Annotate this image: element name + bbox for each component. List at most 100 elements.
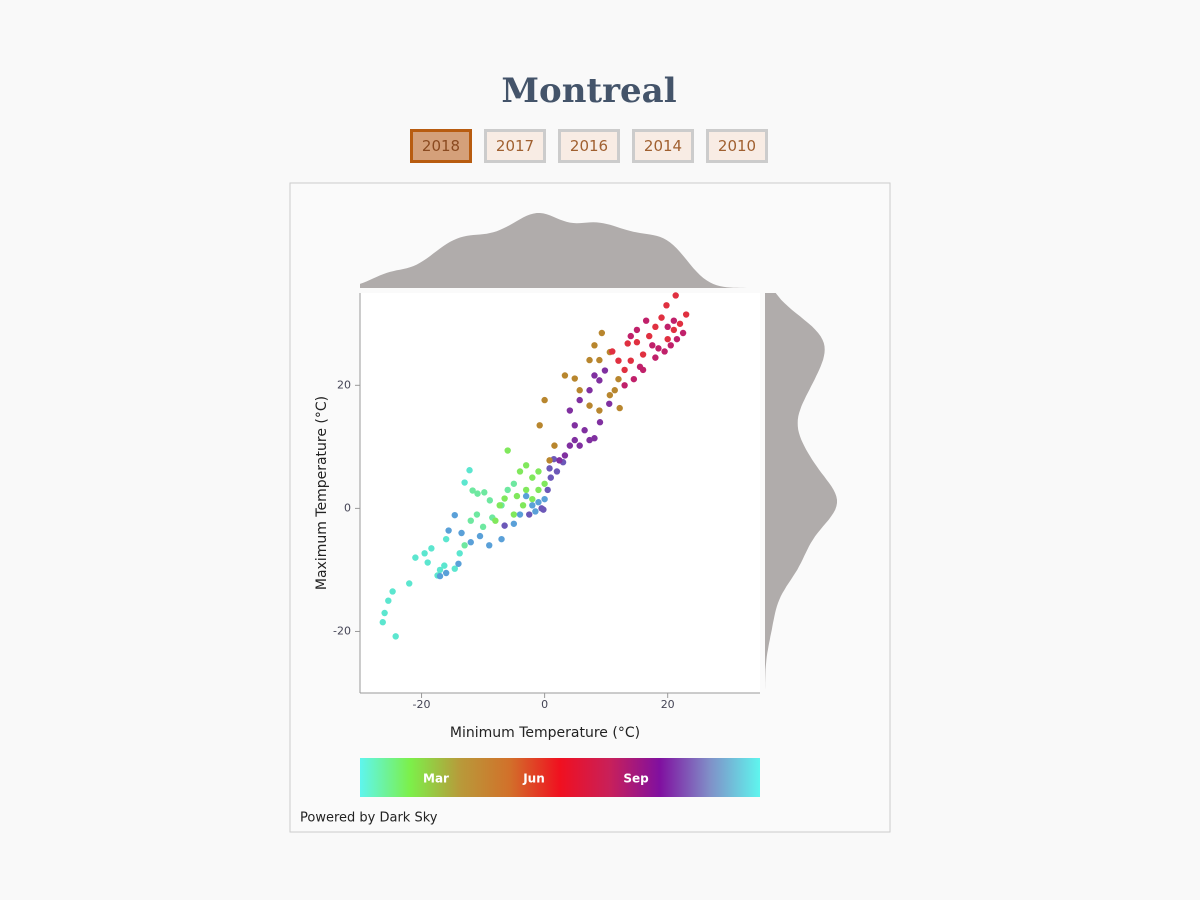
point	[445, 527, 452, 534]
colorbar-label: Mar	[423, 772, 449, 786]
point	[663, 302, 670, 309]
point	[586, 356, 593, 364]
point	[581, 427, 588, 434]
point	[571, 422, 578, 429]
point	[504, 486, 511, 494]
point	[664, 323, 671, 331]
point	[596, 419, 604, 426]
plot-area	[360, 293, 760, 693]
point	[441, 562, 448, 569]
point	[630, 375, 638, 383]
point	[591, 342, 598, 349]
point	[551, 442, 558, 449]
point	[486, 542, 493, 549]
point	[652, 323, 659, 331]
chart-title: Montreal	[501, 71, 676, 111]
point	[546, 465, 553, 472]
point	[586, 402, 593, 409]
point	[591, 372, 598, 379]
point	[661, 348, 668, 355]
point	[576, 442, 583, 449]
point	[540, 506, 547, 513]
point	[616, 404, 623, 412]
point	[529, 474, 536, 481]
point	[561, 372, 569, 379]
point	[547, 474, 554, 481]
point	[522, 486, 530, 494]
point	[664, 335, 671, 343]
point	[658, 314, 665, 321]
point	[522, 462, 530, 469]
colorbar	[360, 758, 760, 797]
point	[436, 566, 444, 574]
point	[451, 511, 458, 519]
point	[501, 495, 508, 502]
point	[516, 511, 524, 518]
point	[501, 522, 508, 529]
point	[591, 435, 598, 442]
point	[461, 479, 468, 486]
point	[596, 356, 603, 364]
point	[442, 535, 450, 543]
y-tick-label: 0	[344, 501, 351, 514]
point	[510, 511, 518, 518]
point	[519, 502, 527, 509]
point	[535, 468, 542, 475]
year-button[interactable]: 2010	[706, 129, 768, 163]
point	[455, 560, 462, 567]
point	[535, 486, 542, 494]
point	[513, 492, 521, 500]
point	[609, 348, 616, 355]
point	[481, 489, 488, 496]
year-button[interactable]: 2014	[632, 129, 694, 163]
y-axis-label: Maximum Temperature (°C)	[314, 396, 330, 590]
point	[672, 292, 679, 299]
x-tick-label: 0	[541, 698, 548, 711]
year-button[interactable]: 2017	[484, 129, 546, 163]
point	[615, 357, 622, 364]
point	[510, 520, 518, 527]
x-axis-label: Minimum Temperature (°C)	[450, 725, 640, 741]
point	[541, 480, 548, 487]
point	[571, 436, 578, 444]
point	[586, 387, 593, 394]
point	[379, 619, 386, 626]
colorbar-label: Jun	[522, 772, 545, 786]
point	[461, 542, 468, 549]
point	[424, 559, 431, 566]
point	[504, 447, 511, 454]
point	[670, 317, 678, 324]
point	[467, 539, 474, 546]
point	[566, 442, 574, 449]
point	[667, 342, 674, 349]
point	[544, 486, 551, 494]
year-button[interactable]: 2016	[558, 129, 620, 163]
point	[676, 320, 684, 327]
point	[682, 311, 690, 318]
point	[412, 554, 419, 561]
point	[442, 569, 450, 577]
y-tick-label: 20	[337, 378, 351, 391]
point	[576, 396, 583, 404]
x-density	[360, 213, 760, 288]
point	[670, 326, 678, 334]
point	[596, 407, 603, 414]
y-tick-label: -20	[333, 624, 351, 637]
point	[522, 492, 530, 500]
point	[436, 572, 444, 580]
point	[598, 329, 606, 337]
point	[532, 508, 539, 515]
point	[556, 457, 563, 464]
point	[621, 366, 628, 374]
point	[571, 375, 578, 382]
point	[428, 545, 435, 552]
year-button[interactable]: 2018	[410, 129, 472, 163]
point	[679, 329, 687, 337]
point	[655, 345, 662, 352]
point	[639, 351, 647, 358]
point	[496, 502, 503, 509]
point	[392, 633, 399, 640]
point	[601, 367, 609, 374]
point	[486, 497, 494, 504]
